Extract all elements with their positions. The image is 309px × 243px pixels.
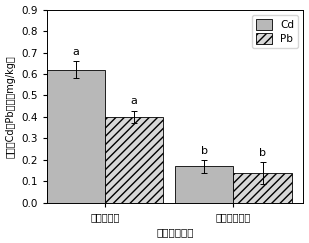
Bar xyxy=(47,70,105,203)
Text: b: b xyxy=(259,148,266,158)
Text: a: a xyxy=(72,47,79,57)
Text: a: a xyxy=(131,96,138,106)
Legend: Cd, Pb: Cd, Pb xyxy=(252,15,298,48)
Bar xyxy=(175,166,233,203)
Text: b: b xyxy=(201,146,208,156)
Bar xyxy=(233,173,292,203)
Y-axis label: 稻米中Cd、Pb含量（mg/kg）: 稻米中Cd、Pb含量（mg/kg） xyxy=(6,55,15,157)
Bar xyxy=(105,117,163,203)
X-axis label: 不同处理土壤: 不同处理土壤 xyxy=(156,227,194,237)
